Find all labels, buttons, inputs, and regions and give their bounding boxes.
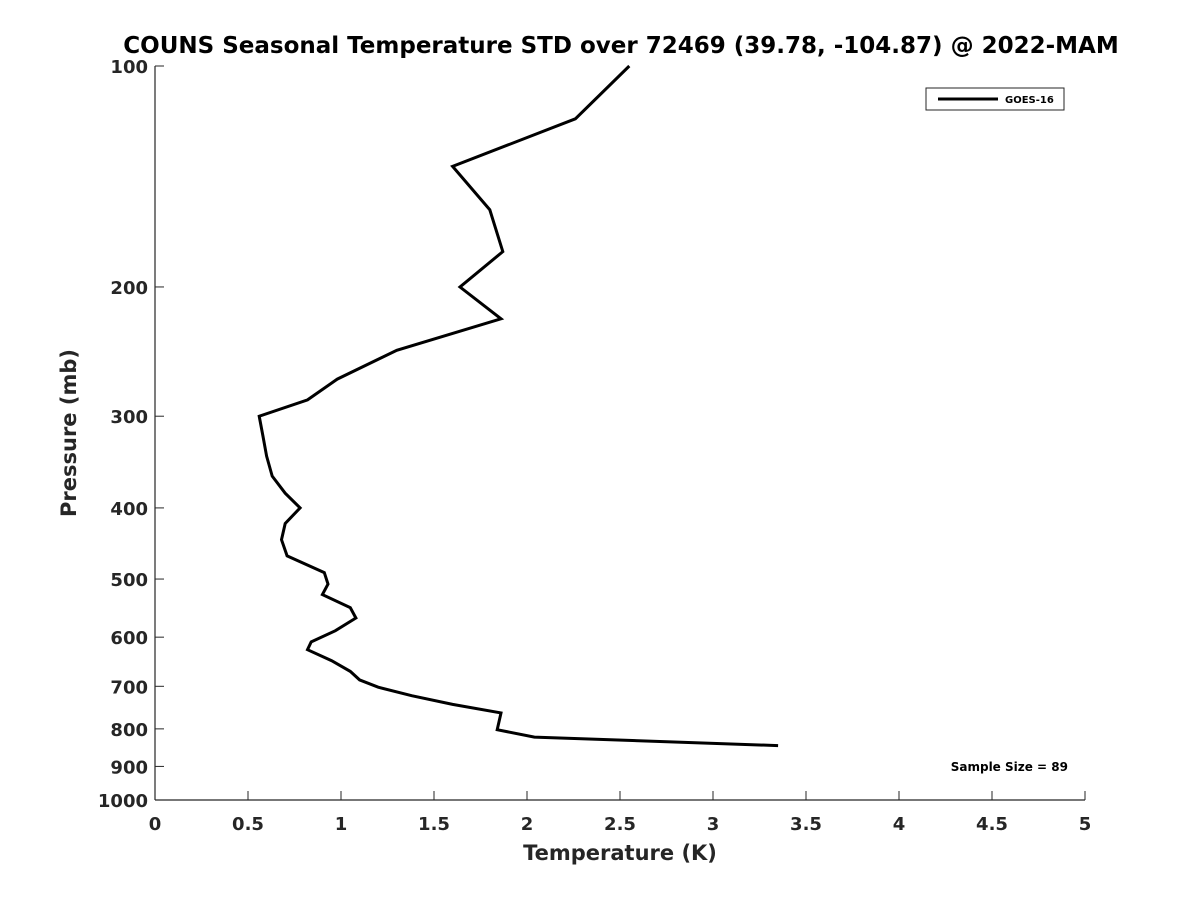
y-tick-label: 400 — [110, 499, 148, 520]
y-tick-label: 700 — [110, 677, 148, 698]
x-tick-label: 2 — [521, 814, 534, 835]
y-tick-label: 900 — [110, 757, 148, 778]
x-tick-label: 1 — [335, 814, 348, 835]
x-tick-label: 2.5 — [604, 814, 636, 835]
x-tick-label: 0.5 — [232, 814, 264, 835]
series-layer — [257, 64, 779, 748]
x-tick-label: 3 — [707, 814, 720, 835]
legend: GOES-16 — [925, 87, 1065, 111]
chart-title: COUNS Seasonal Temperature STD over 7246… — [123, 33, 1118, 59]
y-tick-label: 100 — [110, 57, 148, 78]
y-tick-label: 1000 — [98, 791, 148, 812]
x-tick-label: 5 — [1079, 814, 1092, 835]
y-tick-label: 300 — [110, 407, 148, 428]
x-tick-label: 0 — [149, 814, 162, 835]
y-tick-label: 200 — [110, 278, 148, 299]
y-tick-label: 600 — [110, 628, 148, 649]
y-tick-label: 500 — [110, 570, 148, 591]
y-tick-label: 800 — [110, 720, 148, 741]
legend-label-goes-16: GOES-16 — [1005, 95, 1054, 106]
series-line-goes-16 — [257, 64, 779, 748]
sample-size-annotation: Sample Size = 89 — [951, 760, 1068, 774]
y-axis-label: Pressure (mb) — [57, 349, 81, 517]
x-tick-label: 4 — [893, 814, 906, 835]
x-tick-label: 3.5 — [790, 814, 822, 835]
x-ticks: 0 0.5 1 1.5 2 2.5 3 3.5 4 4.5 5 — [149, 791, 1092, 835]
x-axis-label: Temperature (K) — [523, 841, 717, 865]
y-ticks: 100 200 300 400 500 600 700 800 900 1000 — [98, 57, 164, 812]
x-tick-label: 1.5 — [418, 814, 450, 835]
x-tick-label: 4.5 — [976, 814, 1008, 835]
